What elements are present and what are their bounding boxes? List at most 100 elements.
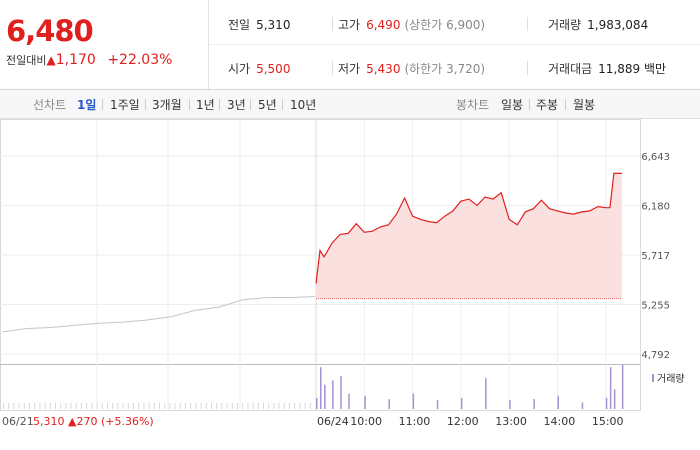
prev-volume-bar: [174, 403, 176, 409]
prev-volume-bar: [127, 403, 129, 409]
prev-volume-bar: [200, 403, 202, 409]
volume-bar: [324, 384, 326, 409]
quote-header: 6,480 전일대비▲1,170 +22.03% 전일 5,310 고가 6,490…: [0, 0, 700, 90]
price-box: 6,480 전일대비▲1,170 +22.03%: [0, 0, 209, 89]
tab-1week[interactable]: 1주일: [110, 98, 140, 112]
prev-day-line: [2, 296, 316, 333]
divider: [527, 17, 528, 31]
prev-volume-bar: [237, 403, 238, 409]
footer-prev-pct: (+5.36%): [100, 415, 154, 428]
volume-bar: [320, 367, 322, 409]
prev-volume-bar: [205, 403, 207, 409]
volume-bar: [460, 398, 463, 409]
prev-volume-bar: [96, 403, 98, 409]
prev-volume-bar: [211, 403, 212, 409]
x-tick-label: 12:00: [447, 415, 479, 428]
tab-3year[interactable]: 3년: [227, 98, 246, 112]
prev-volume-bar: [18, 403, 20, 409]
price-chart: 6,643 6,180 5,717 5,255 4,792 거래량 06/24 10:00 11…: [0, 119, 685, 428]
volume-bar: [485, 378, 487, 409]
tab-1year[interactable]: 1년: [196, 98, 215, 112]
tab-1day[interactable]: 1일: [77, 98, 97, 112]
prev-volume-bar: [86, 403, 88, 409]
open-value: 5,500: [256, 62, 291, 76]
prev-volume-bar: [159, 403, 160, 409]
volume-bar: [340, 376, 342, 409]
x-tick-label: 15:00: [592, 415, 624, 428]
legend-swatch: [652, 374, 654, 382]
tab-daily[interactable]: 일봉: [501, 98, 524, 112]
prev-volume-bar: [49, 403, 51, 409]
change-row: 전일대비▲1,170 +22.03%: [6, 52, 172, 68]
y-tick-label: 4,792: [641, 350, 670, 361]
volume-bar: [509, 400, 511, 409]
low-price: 저가 5,430 (하한가 3,720): [338, 60, 485, 77]
divider: [145, 99, 146, 110]
prev-volume-bar: [122, 403, 124, 409]
volume-bar: [557, 395, 559, 409]
line-chart-label: 선차트: [33, 98, 67, 112]
prev-volume-bar: [143, 403, 145, 409]
high-label: 고가: [338, 18, 361, 32]
upper-limit: (상한가 6,900): [404, 18, 486, 32]
footer-prev-close-value: 5,310: [33, 415, 65, 428]
prev-volume-bar: [81, 403, 82, 409]
tab-10year[interactable]: 10년: [290, 98, 317, 112]
volume-bar: [621, 365, 624, 409]
tab-monthly[interactable]: 월봉: [573, 98, 596, 112]
divider: [102, 99, 103, 110]
price-area: [316, 173, 622, 299]
prev-volume-bar: [268, 403, 270, 409]
prev-volume-bar: [55, 403, 56, 409]
divider: [282, 99, 283, 110]
x-tick-label: 11:00: [399, 415, 431, 428]
prev-volume-bar: [75, 403, 77, 409]
prev-volume-bar: [185, 403, 186, 409]
candle-chart-label: 봉차트: [456, 98, 490, 112]
divider: [332, 61, 333, 75]
prev-volume-bar: [304, 403, 306, 409]
prev-volume-bar: [273, 403, 275, 409]
price-line: [315, 172, 622, 284]
tab-3month[interactable]: 3개월: [152, 98, 182, 112]
prev-volume-bar: [29, 403, 30, 409]
volume-bar: [348, 393, 350, 409]
prev-volume-bar: [278, 403, 280, 409]
x-tick-label: 14:00: [544, 415, 576, 428]
change-value: 1,170: [55, 52, 96, 68]
current-price: 6,480: [6, 14, 94, 48]
amount-value: 11,889 백만: [598, 62, 667, 76]
tab-5year[interactable]: 5년: [258, 98, 277, 112]
volume-info: 거래량 1,983,084: [548, 16, 648, 33]
prev-volume-bar: [169, 403, 171, 409]
chart-footer: 06/21 5,310 ▲270 (+5.36%): [0, 411, 700, 435]
prev-volume-bar: [263, 403, 264, 409]
footer-prev-close: 5,310 ▲270 (+5.36%): [33, 415, 154, 428]
prev-volume-bar: [299, 403, 301, 409]
prev-volume-bar: [8, 403, 10, 409]
prev-volume-bar: [190, 403, 192, 409]
x-tick-label: 10:00: [350, 415, 382, 428]
divider: [565, 99, 566, 110]
volume-bar: [332, 380, 334, 409]
change-label: 전일대비: [6, 54, 47, 67]
up-arrow-icon: ▲: [68, 415, 77, 428]
divider: [527, 61, 528, 75]
prev-volume-bar: [309, 403, 311, 409]
prev-volume-bar: [39, 403, 41, 409]
volume-bar: [581, 402, 584, 409]
chart-tab-bar: 선차트 1일 1주일 3개월 1년 3년 5년 10년 봉차트 일봉 주봉 월봉: [0, 90, 700, 119]
footer-prev-change: 270: [76, 415, 98, 428]
prev-volume-bar: [231, 403, 233, 409]
volume-bar: [605, 398, 608, 409]
prev-volume-bar: [3, 403, 4, 409]
prev-volume-bar: [257, 403, 259, 409]
prev-volume-bar: [65, 403, 67, 409]
volume-bar: [412, 393, 415, 409]
prev-volume-bar: [107, 403, 108, 409]
volume-bar: [388, 399, 390, 409]
volume-bar: [533, 399, 535, 409]
low-label: 저가: [338, 62, 361, 76]
tab-weekly[interactable]: 주봉: [536, 98, 559, 112]
x-tick-label: 13:00: [495, 415, 527, 428]
